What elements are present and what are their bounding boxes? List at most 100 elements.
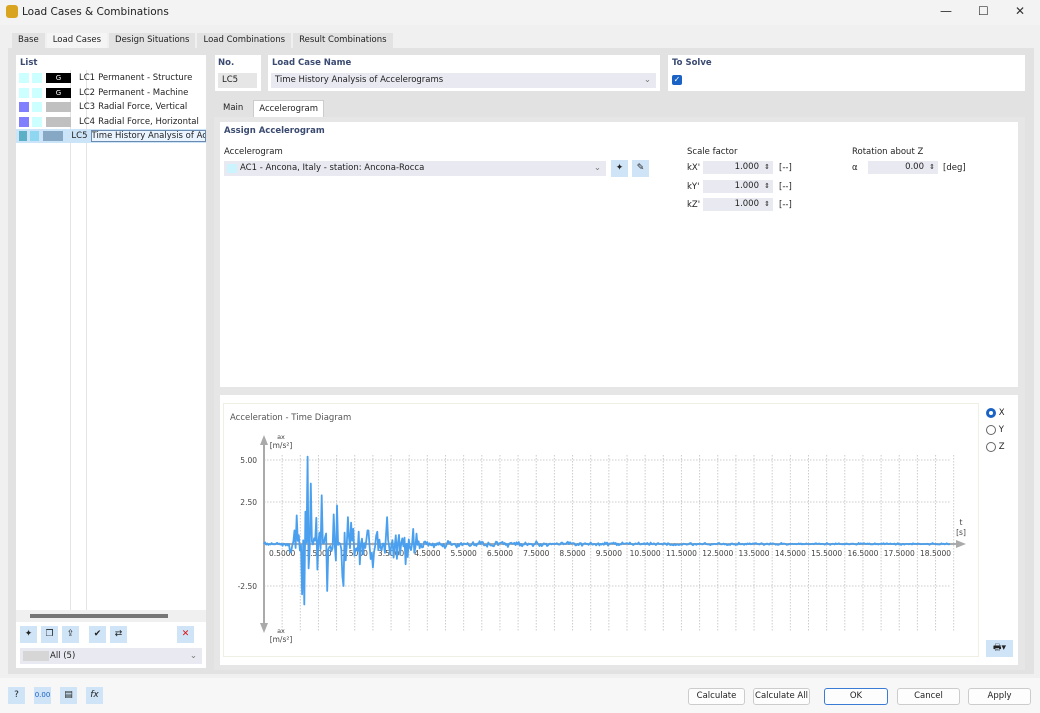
list-item[interactable]: LC4 Radial Force, Horizontal bbox=[16, 115, 206, 129]
spinner-icon[interactable]: ⇕ bbox=[929, 163, 935, 171]
title-bar: Load Cases & Combinations — ☐ ✕ bbox=[0, 0, 1040, 25]
name-panel: Load Case Name Time History Analysis of … bbox=[268, 55, 660, 91]
load-case-id: LC2 bbox=[79, 87, 96, 98]
calculate-all-button[interactable]: Calculate All bbox=[753, 688, 810, 705]
tab-result-combinations[interactable]: Result Combinations bbox=[293, 33, 393, 48]
axis-radio-group: X Y Z bbox=[986, 405, 1005, 456]
maximize-button[interactable]: ☐ bbox=[978, 4, 989, 18]
rotation-label: Rotation about Z bbox=[852, 147, 924, 157]
radio-label: Y bbox=[998, 425, 1004, 435]
list-item[interactable]: LC3 Radial Force, Vertical bbox=[16, 100, 206, 114]
tab-load-combinations[interactable]: Load Combinations bbox=[197, 33, 292, 48]
to-solve-checkbox[interactable]: ✓ bbox=[672, 75, 682, 85]
scale-factor-input[interactable]: 1.000 ⇕ bbox=[703, 161, 773, 174]
chevron-down-icon: ⌄ bbox=[593, 163, 601, 173]
y-tick-label: 5.00 bbox=[240, 456, 257, 465]
scale-unit: [--] bbox=[779, 181, 792, 192]
scale-k-label: kX' bbox=[687, 163, 701, 173]
cancel-button[interactable]: Cancel bbox=[897, 688, 960, 705]
spinner-icon[interactable]: ⇕ bbox=[764, 163, 770, 171]
tab-main[interactable]: Main bbox=[215, 100, 252, 117]
color-swatch bbox=[19, 116, 29, 127]
spinner-icon[interactable]: ⇕ bbox=[764, 200, 770, 208]
radio-x[interactable]: X bbox=[986, 405, 1005, 422]
radio-button[interactable] bbox=[986, 424, 996, 435]
scale-factor-label: Scale factor bbox=[687, 147, 738, 157]
x-tick-label: 6.5000 bbox=[487, 549, 513, 558]
tab-accelerogram[interactable]: Accelerogram bbox=[253, 100, 325, 117]
formula-icon[interactable]: fx bbox=[86, 687, 103, 704]
import-icon[interactable]: ⇪ bbox=[62, 626, 79, 643]
copy-load-case-icon[interactable]: ❐ bbox=[41, 626, 58, 643]
x-tick-label: 18.5000 bbox=[920, 549, 951, 558]
x-tick-label: 14.5000 bbox=[775, 549, 806, 558]
x-tick-label: 15.5000 bbox=[811, 549, 842, 558]
y-axis-unit-bottom: [m/s²] bbox=[270, 635, 293, 644]
x-tick-label: 16.5000 bbox=[847, 549, 878, 558]
x-tick-label: 9.5000 bbox=[596, 549, 622, 558]
scale-k-label: kZ' bbox=[687, 200, 701, 210]
new-accelerogram-icon[interactable]: ✦ bbox=[611, 160, 628, 177]
radio-y[interactable]: Y bbox=[986, 422, 1005, 439]
color-swatch bbox=[32, 116, 42, 127]
radio-button[interactable] bbox=[986, 441, 996, 452]
minimize-button[interactable]: — bbox=[940, 4, 952, 18]
x-tick-label: 12.5000 bbox=[702, 549, 733, 558]
tab-base[interactable]: Base bbox=[12, 33, 45, 48]
rotation-input[interactable]: 0.00 ⇕ bbox=[868, 161, 938, 174]
chart-title: Acceleration - Time Diagram bbox=[230, 413, 351, 423]
to-solve-panel: To Solve ✓ bbox=[668, 55, 1025, 91]
new-load-case-icon[interactable]: ✦ bbox=[20, 626, 37, 643]
accelerogram-value: AC1 - Ancona, Italy - station: Ancona-Ro… bbox=[240, 163, 425, 173]
spinner-icon[interactable]: ⇕ bbox=[764, 181, 770, 190]
renumber-icon[interactable]: ⇄ bbox=[110, 626, 127, 643]
list-item[interactable]: G LC1 Permanent - Structure bbox=[16, 71, 206, 85]
calculate-button[interactable]: Calculate bbox=[688, 688, 745, 705]
list-filter-select[interactable]: All (5) ⌄ bbox=[20, 648, 202, 664]
rotation-unit: [deg] bbox=[943, 163, 966, 173]
color-swatch bbox=[19, 87, 29, 98]
tab-design-situations[interactable]: Design Situations bbox=[109, 33, 196, 48]
x-axis-label: t bbox=[960, 518, 963, 527]
radio-label: Z bbox=[998, 442, 1005, 452]
units-icon[interactable]: 0.00 bbox=[34, 687, 51, 704]
name-value: Time History Analysis of Accelerograms bbox=[275, 75, 444, 85]
radio-z[interactable]: Z bbox=[986, 439, 1005, 456]
load-case-name-select[interactable]: Time History Analysis of Accelerograms ⌄ bbox=[271, 73, 656, 88]
horizontal-scrollbar[interactable] bbox=[16, 610, 206, 622]
action-category-badge: G bbox=[46, 87, 71, 98]
rotation-value: 0.00 bbox=[905, 162, 924, 172]
radio-button[interactable] bbox=[986, 407, 996, 418]
name-label: Load Case Name bbox=[272, 58, 352, 68]
ok-button[interactable]: OK bbox=[824, 688, 888, 705]
x-axis-arrow bbox=[956, 540, 966, 548]
edit-accelerogram-icon[interactable]: ✎ bbox=[632, 160, 649, 177]
chevron-down-icon: ⌄ bbox=[643, 75, 651, 85]
scale-unit: [--] bbox=[779, 163, 792, 173]
close-button[interactable]: ✕ bbox=[1015, 4, 1026, 18]
check-all-icon[interactable]: ✔ bbox=[89, 626, 106, 643]
action-category-badge bbox=[42, 131, 64, 141]
x-tick-label: 17.5000 bbox=[884, 549, 915, 558]
x-axis-unit: [s] bbox=[956, 528, 966, 537]
list-item[interactable]: G LC2 Permanent - Machine bbox=[16, 86, 206, 100]
scale-factor-input[interactable]: 1.000 ⇕ bbox=[703, 198, 773, 211]
y-tick-label: 2.50 bbox=[240, 498, 257, 507]
x-tick-label: 10.5000 bbox=[630, 549, 661, 558]
scale-factor-input[interactable]: 1.000 ⇕ bbox=[703, 179, 773, 193]
help-icon[interactable]: ? bbox=[8, 687, 25, 704]
load-case-name: Permanent - Machine bbox=[98, 87, 189, 98]
y-axis-arrow-down bbox=[260, 623, 268, 633]
load-case-name: Radial Force, Vertical bbox=[98, 102, 188, 112]
y-axis-unit: [m/s²] bbox=[270, 441, 293, 450]
display-settings-icon[interactable]: ▤ bbox=[60, 687, 77, 704]
delete-icon[interactable]: ✕ bbox=[177, 626, 194, 643]
load-case-name: Time History Analysis of Acceler bbox=[90, 130, 206, 142]
scale-k-label: kY' bbox=[687, 181, 700, 192]
x-tick-label: 4.5000 bbox=[414, 549, 440, 558]
apply-button[interactable]: Apply bbox=[968, 688, 1031, 705]
tab-load-cases[interactable]: Load Cases bbox=[46, 33, 108, 48]
accelerogram-select[interactable]: AC1 - Ancona, Italy - station: Ancona-Ro… bbox=[224, 161, 606, 176]
print-icon[interactable]: 🖶▾ bbox=[986, 640, 1013, 657]
